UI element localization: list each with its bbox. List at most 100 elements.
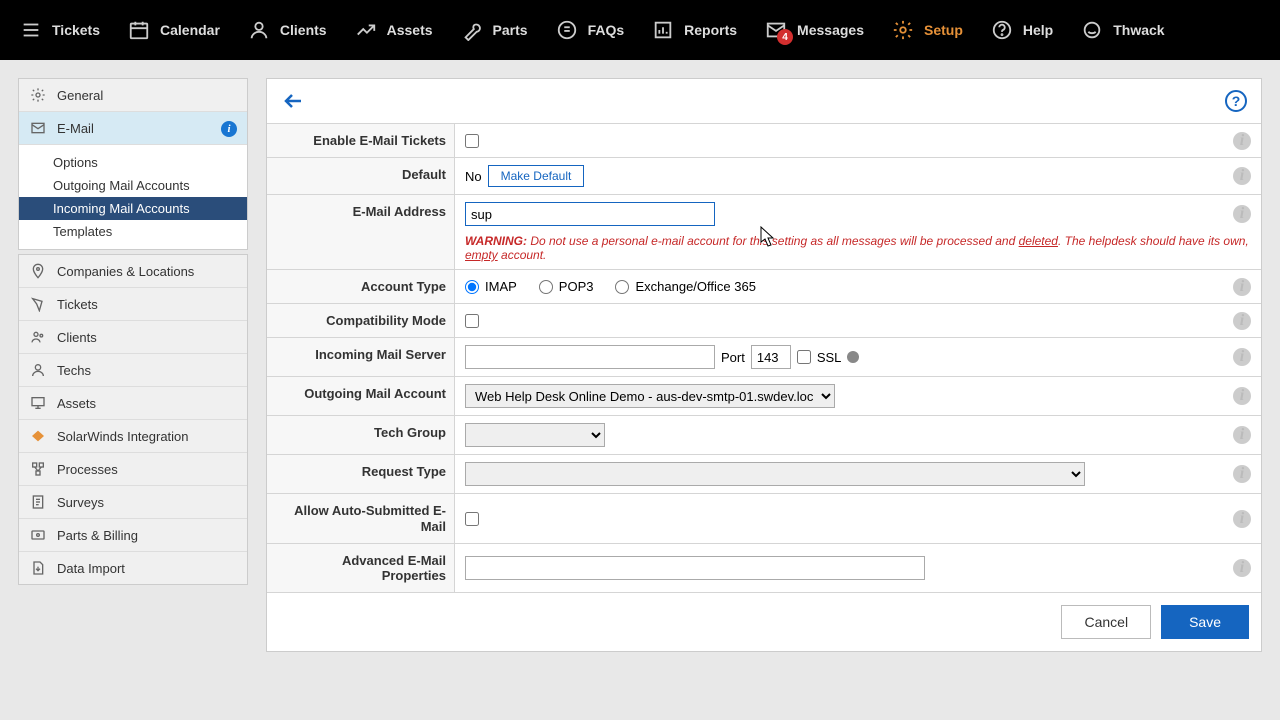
radio-label: POP3 [559,279,594,294]
tech-group-label: Tech Group [267,416,455,454]
sidebar-item-email[interactable]: E-Mail i [19,112,247,145]
sidebar-label: Tickets [57,297,98,312]
compat-mode-label: Compatibility Mode [267,304,455,337]
nav-setup[interactable]: Setup [892,19,963,41]
sidebar-item-import[interactable]: Data Import [19,552,247,584]
user-icon [248,19,270,41]
sidebar-sub-incoming[interactable]: Incoming Mail Accounts [19,197,247,220]
sidebar-item-tickets[interactable]: Tickets [19,288,247,321]
sidebar-item-surveys[interactable]: Surveys [19,486,247,519]
info-icon[interactable]: i [1233,465,1251,483]
nav-label: FAQs [588,22,625,38]
enable-email-checkbox[interactable] [465,134,479,148]
account-type-exchange-radio[interactable] [615,280,629,294]
incoming-server-input[interactable] [465,345,715,369]
gear-icon [29,86,47,104]
nav-assets[interactable]: Assets [355,19,433,41]
ssl-checkbox[interactable] [797,350,811,364]
info-icon[interactable]: i [1233,167,1251,185]
import-icon [29,559,47,577]
tech-group-select[interactable] [465,423,605,447]
info-icon[interactable]: i [1233,348,1251,366]
info-icon[interactable]: i [1233,278,1251,296]
info-icon[interactable]: i [1233,426,1251,444]
incoming-server-label: Incoming Mail Server [267,338,455,376]
email-address-input[interactable] [465,202,715,226]
calendar-icon [128,19,150,41]
sidebar-item-assets[interactable]: Assets [19,387,247,420]
nav-thwack[interactable]: Thwack [1081,19,1164,41]
port-input[interactable] [751,345,791,369]
nav-label: Help [1023,22,1053,38]
sidebar-label: Clients [57,330,97,345]
request-type-select[interactable] [465,462,1085,486]
top-navigation: Tickets Calendar Clients Assets Parts FA… [0,0,1280,60]
info-icon[interactable]: i [1233,559,1251,577]
pin-icon [29,262,47,280]
default-value: No [465,169,482,184]
advanced-props-input[interactable] [465,556,925,580]
info-icon[interactable]: i [1233,205,1251,223]
sidebar-item-techs[interactable]: Techs [19,354,247,387]
sidebar-item-general[interactable]: General [19,79,247,112]
sidebar-label: General [57,88,103,103]
sidebar-sub-templates[interactable]: Templates [19,220,247,243]
sidebar-item-processes[interactable]: Processes [19,453,247,486]
nav-label: Calendar [160,22,220,38]
sidebar-sub-outgoing[interactable]: Outgoing Mail Accounts [19,174,247,197]
sidebar-label: Parts & Billing [57,528,138,543]
sidebar-item-solarwinds[interactable]: SolarWinds Integration [19,420,247,453]
help-button[interactable]: ? [1225,90,1247,112]
nav-label: Assets [387,22,433,38]
sidebar-label: SolarWinds Integration [57,429,189,444]
proc-icon [29,460,47,478]
nav-faqs[interactable]: FAQs [556,19,625,41]
messages-badge: 4 [777,29,793,45]
nav-label: Messages [797,22,864,38]
nav-messages[interactable]: 4Messages [765,19,864,41]
info-icon[interactable]: i [221,120,237,137]
sidebar-label: Data Import [57,561,125,576]
info-icon[interactable]: i [1233,132,1251,150]
advanced-props-label: Advanced E-Mail Properties [267,544,455,592]
main-panel: ? Enable E-Mail Tickets i Default NoMake… [266,78,1262,652]
auto-submit-checkbox[interactable] [465,512,479,526]
sidebar-item-companies[interactable]: Companies & Locations [19,255,247,288]
monitor-icon [29,394,47,412]
nav-help[interactable]: Help [991,19,1053,41]
email-address-label: E-Mail Address [267,195,455,269]
back-button[interactable] [281,89,305,113]
ssl-label: SSL [817,350,842,365]
sidebar-item-billing[interactable]: Parts & Billing [19,519,247,552]
sw-icon [29,427,47,445]
account-type-imap-radio[interactable] [465,280,479,294]
users-icon [29,328,47,346]
info-icon[interactable]: i [1233,387,1251,405]
compat-mode-checkbox[interactable] [465,314,479,328]
nav-reports[interactable]: Reports [652,19,737,41]
radio-label: Exchange/Office 365 [635,279,755,294]
faqs-icon [556,19,578,41]
info-icon[interactable]: i [1233,312,1251,330]
nav-label: Clients [280,22,327,38]
outgoing-account-select[interactable]: Web Help Desk Online Demo - aus-dev-smtp… [465,384,835,408]
nav-label: Thwack [1113,22,1164,38]
help-icon [991,19,1013,41]
sidebar-label: Techs [57,363,91,378]
nav-parts[interactable]: Parts [461,19,528,41]
sidebar-sub-options[interactable]: Options [19,151,247,174]
make-default-button[interactable]: Make Default [488,165,585,187]
sidebar-item-clients[interactable]: Clients [19,321,247,354]
port-label: Port [721,350,745,365]
nav-label: Setup [924,22,963,38]
sidebar-label: Processes [57,462,118,477]
cancel-button[interactable]: Cancel [1061,605,1151,639]
account-type-pop3-radio[interactable] [539,280,553,294]
nav-tickets[interactable]: Tickets [20,19,100,41]
info-icon[interactable]: i [1233,510,1251,528]
nav-calendar[interactable]: Calendar [128,19,220,41]
warning-text: WARNING: Do not use a personal e-mail ac… [465,234,1251,262]
nav-clients[interactable]: Clients [248,19,327,41]
save-button[interactable]: Save [1161,605,1249,639]
sidebar-label: E-Mail [57,121,94,136]
